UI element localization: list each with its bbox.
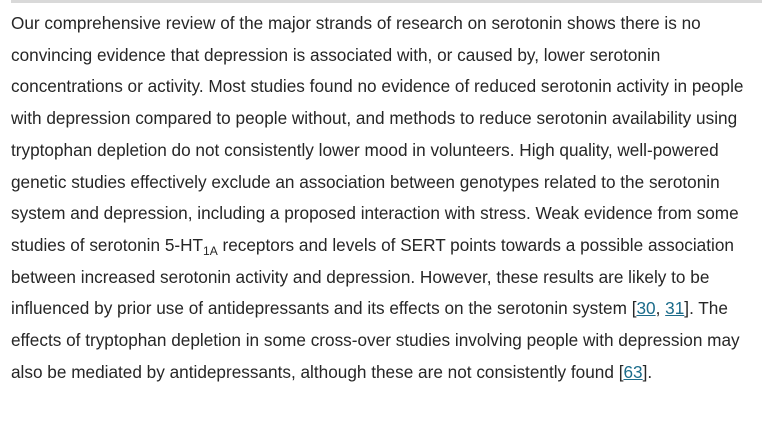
receptor-subscript: 1A [203, 243, 218, 258]
article-body: Our comprehensive review of the major st… [11, 8, 769, 388]
paragraph-text-4: ]. [642, 361, 653, 382]
citation-link-31[interactable]: 31 [665, 298, 685, 319]
paragraph-text-1: Our comprehensive review of the major st… [11, 13, 744, 255]
paragraph-text-3: ]. The effects of tryptophan depletion i… [11, 298, 740, 382]
top-divider [11, 0, 762, 3]
body-paragraph: Our comprehensive review of the major st… [11, 8, 769, 388]
citation-separator: , [655, 298, 666, 319]
paragraph-text-2: receptors and levels of SERT points towa… [11, 234, 734, 319]
citation-link-30[interactable]: 30 [636, 298, 656, 319]
citation-link-63[interactable]: 63 [623, 361, 643, 382]
